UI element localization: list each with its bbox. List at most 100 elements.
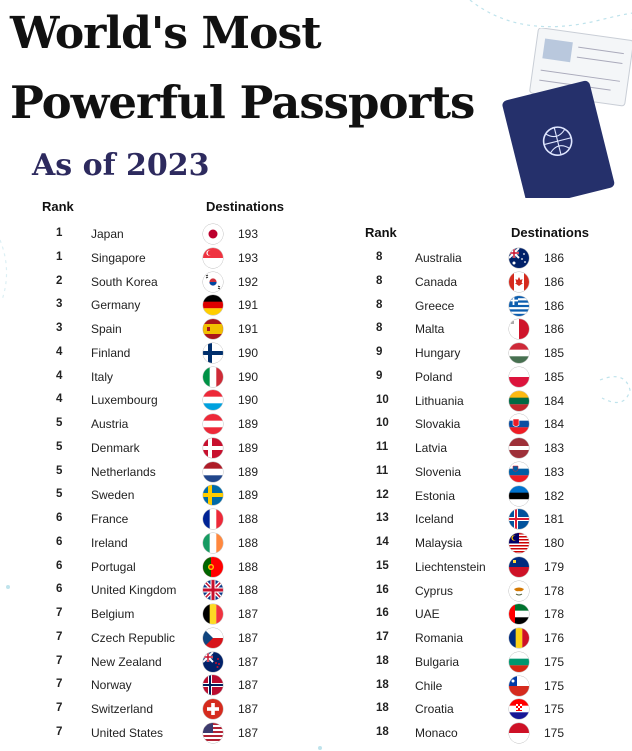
destinations-value: 192 — [238, 274, 259, 289]
destinations-value: 193 — [238, 227, 259, 241]
rank-value: 1 — [56, 250, 63, 263]
country-name: Slovenia — [415, 464, 462, 479]
rank-value: 4 — [56, 393, 63, 406]
destinations-value: 189 — [238, 464, 259, 479]
destinations-value: 188 — [238, 583, 259, 598]
switzerland-flag-icon — [203, 699, 223, 719]
luxembourg-flag-icon — [203, 390, 223, 411]
destinations-value: 184 — [544, 417, 565, 432]
country-name: South Korea — [91, 274, 158, 289]
passport-illustration — [502, 28, 632, 198]
destinations-value: 185 — [544, 369, 565, 384]
latvia-flag-icon — [509, 438, 529, 458]
destinations-value: 175 — [544, 702, 565, 717]
destinations-value: 175 — [544, 654, 565, 669]
destinations-value: 187 — [238, 607, 259, 621]
country-name: Poland — [415, 369, 453, 384]
greece-flag-icon — [509, 295, 529, 316]
country-name: Estonia — [415, 488, 456, 503]
japan-flag-icon — [203, 224, 223, 244]
hungary-flag-icon — [509, 343, 529, 363]
table-row: 5 Sweden 189 — [0, 483, 632, 507]
destinations-value: 186 — [544, 322, 565, 337]
rank-value: 7 — [56, 702, 63, 714]
destinations-value: 184 — [544, 393, 565, 408]
table-row: 8 Australia 186 — [0, 246, 632, 270]
table-row: 12 Estonia 182 — [0, 484, 632, 508]
table-row: 9 Poland 185 — [0, 365, 632, 389]
table-row: 1 Singapore 193 — [0, 246, 632, 270]
slovenia-flag-icon — [509, 461, 529, 482]
destinations-value: 185 — [544, 346, 565, 360]
rank-value: 8 — [376, 251, 383, 263]
table-row: 15 Liechtenstein 179 — [0, 555, 632, 579]
lithuania-flag-icon — [509, 390, 529, 411]
country-name: Slovakia — [415, 417, 461, 432]
country-name: Finland — [91, 345, 131, 360]
germany-flag-icon — [203, 295, 223, 316]
country-name: Singapore — [91, 250, 146, 265]
liechtenstein-flag-icon — [509, 556, 529, 577]
table-row: 14 Malaysia 180 — [0, 531, 632, 555]
rank-value: 18 — [376, 678, 389, 691]
destinations-value: 190 — [238, 369, 259, 384]
country-name: Spain — [91, 322, 122, 336]
country-name: Austria — [91, 417, 129, 431]
title-line-2: Powerful Passports — [10, 76, 475, 129]
rank-value: 6 — [56, 559, 63, 572]
destinations-value: 178 — [544, 607, 565, 622]
czech-flag-icon — [203, 627, 223, 648]
table-row: 3 Germany 191 — [0, 293, 632, 317]
sweden-flag-icon — [203, 485, 223, 506]
destinations-value: 182 — [544, 488, 565, 503]
country-name: Italy — [91, 369, 114, 384]
table-row: 7 Belgium 187 — [0, 602, 632, 626]
country-name: Australia — [415, 251, 462, 265]
rank-value: 9 — [376, 346, 383, 358]
right-rank-header: Rank — [365, 225, 397, 240]
denmark-flag-icon — [203, 437, 223, 458]
destinations-value: 186 — [544, 298, 565, 313]
table-row: 9 Hungary 185 — [0, 341, 632, 365]
destinations-value: 187 — [238, 702, 259, 716]
country-name: Chile — [415, 678, 443, 693]
table-row: 18 Bulgaria 175 — [0, 650, 632, 674]
rank-value: 7 — [56, 654, 63, 667]
rank-value: 7 — [56, 678, 63, 691]
malaysia-flag-icon — [509, 533, 529, 553]
destinations-value: 186 — [544, 274, 565, 289]
rank-value: 7 — [56, 630, 63, 643]
country-name: United States — [91, 725, 164, 740]
table-row: 8 Canada 186 — [0, 270, 632, 294]
left-rank-header: Rank — [42, 199, 74, 214]
destinations-value: 191 — [238, 298, 259, 313]
table-row: 18 Monaco 175 — [0, 721, 632, 745]
table-row: 11 Latvia 183 — [0, 436, 632, 460]
country-name: France — [91, 512, 129, 526]
country-name: United Kingdom — [91, 583, 177, 598]
rank-value: 8 — [376, 322, 383, 335]
table-row: 10 Lithuania 184 — [0, 389, 632, 413]
singapore-flag-icon — [203, 247, 223, 268]
destinations-value: 178 — [544, 583, 565, 598]
country-name: Canada — [415, 274, 458, 289]
france-flag-icon — [203, 509, 223, 529]
rank-value: 5 — [56, 440, 63, 453]
destinations-value: 179 — [544, 559, 565, 574]
italy-flag-icon — [203, 366, 223, 387]
destinations-value: 191 — [238, 322, 259, 336]
destinations-value: 186 — [544, 251, 565, 265]
south-korea-flag-icon — [203, 271, 223, 292]
destinations-value: 181 — [544, 512, 565, 527]
rank-value: 6 — [56, 535, 63, 548]
ireland-flag-icon — [203, 532, 223, 553]
country-name: Greece — [415, 298, 455, 313]
portugal-flag-icon — [203, 556, 223, 577]
belgium-flag-icon — [203, 604, 223, 624]
slovakia-flag-icon — [509, 414, 529, 435]
netherlands-flag-icon — [203, 461, 223, 482]
rank-value: 6 — [56, 583, 63, 596]
country-name: Romania — [415, 631, 464, 645]
rank-value: 16 — [376, 607, 389, 620]
cyprus-flag-icon — [509, 580, 529, 601]
